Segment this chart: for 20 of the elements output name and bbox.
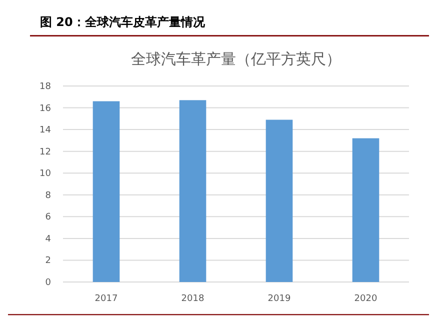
bar bbox=[179, 100, 206, 282]
bar bbox=[352, 138, 380, 282]
chart-title: 图 20：全球汽车皮革产量情况 bbox=[40, 15, 206, 29]
x-tick-label: 2018 bbox=[181, 294, 204, 304]
y-tick-label: 10 bbox=[40, 169, 52, 180]
y-tick-label: 14 bbox=[40, 126, 52, 136]
y-tick-label: 0 bbox=[45, 278, 52, 288]
y-tick-label: 2 bbox=[45, 256, 51, 266]
y-tick-label: 18 bbox=[40, 82, 52, 92]
y-tick-label: 16 bbox=[40, 104, 52, 114]
x-tick-label: 2020 bbox=[354, 294, 378, 304]
bar bbox=[92, 101, 120, 282]
y-tick-label: 8 bbox=[45, 190, 52, 201]
x-tick-label: 2017 bbox=[94, 294, 118, 304]
y-tick-label: 12 bbox=[40, 147, 51, 158]
chart-subtitle: 全球汽车革产量（亿平方英尺） bbox=[131, 50, 341, 68]
y-tick-label: 6 bbox=[45, 212, 52, 223]
bar bbox=[266, 120, 293, 282]
y-tick-label: 4 bbox=[45, 234, 52, 244]
x-tick-label: 2019 bbox=[268, 294, 291, 304]
